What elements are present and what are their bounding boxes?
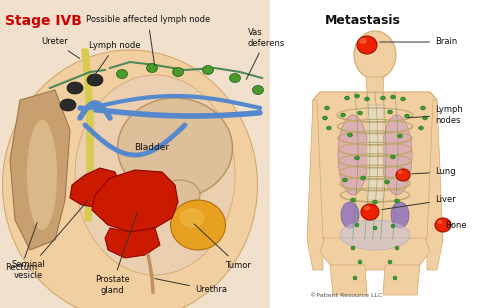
- Text: Stage IVB: Stage IVB: [5, 14, 82, 28]
- Ellipse shape: [391, 224, 395, 228]
- Ellipse shape: [360, 176, 366, 180]
- Text: Brain: Brain: [380, 38, 457, 47]
- Ellipse shape: [338, 115, 368, 195]
- Ellipse shape: [388, 260, 392, 264]
- Ellipse shape: [420, 106, 426, 110]
- Ellipse shape: [398, 134, 402, 138]
- Ellipse shape: [380, 96, 386, 100]
- Polygon shape: [320, 238, 430, 270]
- Ellipse shape: [116, 70, 128, 79]
- Polygon shape: [92, 170, 178, 232]
- Text: Prostate
gland: Prostate gland: [94, 213, 137, 295]
- Text: Liver: Liver: [382, 196, 456, 209]
- Polygon shape: [70, 168, 120, 208]
- Ellipse shape: [344, 96, 350, 100]
- Ellipse shape: [358, 260, 362, 264]
- Ellipse shape: [400, 97, 406, 101]
- Ellipse shape: [146, 63, 158, 72]
- Polygon shape: [366, 77, 384, 92]
- Ellipse shape: [402, 177, 407, 181]
- Ellipse shape: [322, 116, 328, 120]
- Ellipse shape: [348, 133, 352, 137]
- Ellipse shape: [435, 218, 451, 232]
- Ellipse shape: [326, 126, 332, 130]
- Text: ©Patient Resource LLC: ©Patient Resource LLC: [310, 293, 382, 298]
- Ellipse shape: [384, 180, 390, 184]
- Ellipse shape: [364, 97, 370, 101]
- Bar: [0, 0, 270, 308]
- Ellipse shape: [324, 106, 330, 110]
- Ellipse shape: [358, 111, 362, 115]
- Ellipse shape: [354, 31, 396, 79]
- Polygon shape: [307, 100, 323, 270]
- Polygon shape: [105, 228, 160, 258]
- Ellipse shape: [118, 98, 232, 198]
- Ellipse shape: [393, 276, 397, 280]
- Text: Possible affected lymph node: Possible affected lymph node: [86, 15, 210, 65]
- Ellipse shape: [373, 226, 377, 230]
- Ellipse shape: [230, 74, 240, 83]
- Text: Metastasis: Metastasis: [325, 14, 401, 27]
- Ellipse shape: [341, 202, 359, 228]
- Ellipse shape: [364, 205, 370, 210]
- Ellipse shape: [67, 82, 83, 94]
- Ellipse shape: [396, 169, 410, 181]
- Text: Bone: Bone: [445, 221, 466, 229]
- Ellipse shape: [404, 114, 409, 118]
- Text: Urethra: Urethra: [154, 278, 227, 294]
- Ellipse shape: [395, 246, 399, 250]
- Ellipse shape: [372, 200, 378, 204]
- Ellipse shape: [252, 86, 264, 95]
- Ellipse shape: [202, 66, 213, 75]
- Text: Ureter: Ureter: [42, 38, 80, 59]
- Ellipse shape: [390, 95, 396, 99]
- Ellipse shape: [354, 94, 360, 98]
- Ellipse shape: [180, 208, 204, 228]
- Ellipse shape: [438, 220, 442, 224]
- Ellipse shape: [75, 75, 235, 275]
- Ellipse shape: [27, 120, 57, 230]
- Text: Tumor: Tumor: [194, 224, 251, 270]
- Polygon shape: [10, 90, 70, 250]
- Text: Vas
deferens: Vas deferens: [246, 28, 285, 79]
- Ellipse shape: [350, 198, 356, 202]
- Ellipse shape: [391, 202, 409, 228]
- Polygon shape: [313, 92, 437, 240]
- Ellipse shape: [361, 204, 379, 220]
- Ellipse shape: [357, 36, 377, 54]
- Ellipse shape: [170, 200, 226, 250]
- Ellipse shape: [60, 99, 76, 111]
- Ellipse shape: [2, 50, 258, 308]
- Ellipse shape: [390, 155, 396, 159]
- Ellipse shape: [394, 199, 400, 203]
- Ellipse shape: [351, 246, 355, 250]
- Text: Seminal
vesicle: Seminal vesicle: [11, 200, 88, 280]
- Text: Lung: Lung: [412, 168, 456, 176]
- Ellipse shape: [359, 38, 367, 44]
- Ellipse shape: [340, 220, 410, 250]
- Ellipse shape: [172, 67, 184, 76]
- Text: Lymph node: Lymph node: [89, 42, 141, 80]
- Ellipse shape: [354, 156, 360, 160]
- Ellipse shape: [388, 110, 392, 114]
- Text: Bladder: Bladder: [134, 144, 170, 152]
- Polygon shape: [383, 265, 420, 295]
- Bar: [367, 105, 383, 200]
- Ellipse shape: [422, 116, 428, 120]
- Ellipse shape: [398, 170, 402, 174]
- Polygon shape: [330, 265, 367, 295]
- Text: Rectum: Rectum: [5, 223, 37, 273]
- Ellipse shape: [87, 74, 103, 86]
- Ellipse shape: [342, 178, 347, 182]
- Bar: [270, 0, 500, 308]
- Text: Lymph
nodes: Lymph nodes: [408, 105, 463, 125]
- Ellipse shape: [355, 223, 359, 227]
- Ellipse shape: [382, 115, 412, 195]
- Ellipse shape: [418, 126, 424, 130]
- Polygon shape: [427, 100, 443, 270]
- Ellipse shape: [160, 180, 200, 210]
- Ellipse shape: [340, 113, 345, 117]
- Ellipse shape: [353, 276, 357, 280]
